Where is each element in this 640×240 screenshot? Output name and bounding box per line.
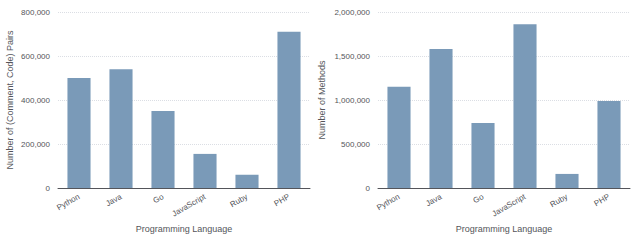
svg-text:Number of Methods: Number of Methods xyxy=(317,60,327,140)
svg-text:PHP: PHP xyxy=(593,192,612,208)
svg-text:JavaScript: JavaScript xyxy=(170,192,207,219)
svg-text:Ruby: Ruby xyxy=(549,192,570,209)
svg-text:Java: Java xyxy=(424,192,444,209)
svg-text:600,000: 600,000 xyxy=(21,52,50,61)
svg-text:1,500,000: 1,500,000 xyxy=(334,52,370,61)
svg-text:2,000,000: 2,000,000 xyxy=(334,8,370,17)
svg-text:1,000,000: 1,000,000 xyxy=(334,96,370,105)
svg-text:Programming Language: Programming Language xyxy=(456,224,553,234)
svg-text:Python: Python xyxy=(375,192,401,212)
svg-text:500,000: 500,000 xyxy=(341,140,370,149)
svg-text:400,000: 400,000 xyxy=(21,96,50,105)
svg-text:Ruby: Ruby xyxy=(229,192,250,209)
svg-text:JavaScript: JavaScript xyxy=(490,192,527,219)
svg-text:200,000: 200,000 xyxy=(21,140,50,149)
svg-text:Number of (Comment, Code) Pair: Number of (Comment, Code) Pairs xyxy=(5,30,15,170)
svg-text:Python: Python xyxy=(55,192,81,212)
svg-text:Programming Language: Programming Language xyxy=(136,224,233,234)
svg-text:0: 0 xyxy=(46,184,51,193)
svg-text:Java: Java xyxy=(104,192,124,209)
svg-text:0: 0 xyxy=(366,184,371,193)
svg-text:PHP: PHP xyxy=(273,192,292,208)
svg-text:Go: Go xyxy=(472,192,486,205)
svg-text:800,000: 800,000 xyxy=(21,8,50,17)
svg-text:Go: Go xyxy=(152,192,166,205)
